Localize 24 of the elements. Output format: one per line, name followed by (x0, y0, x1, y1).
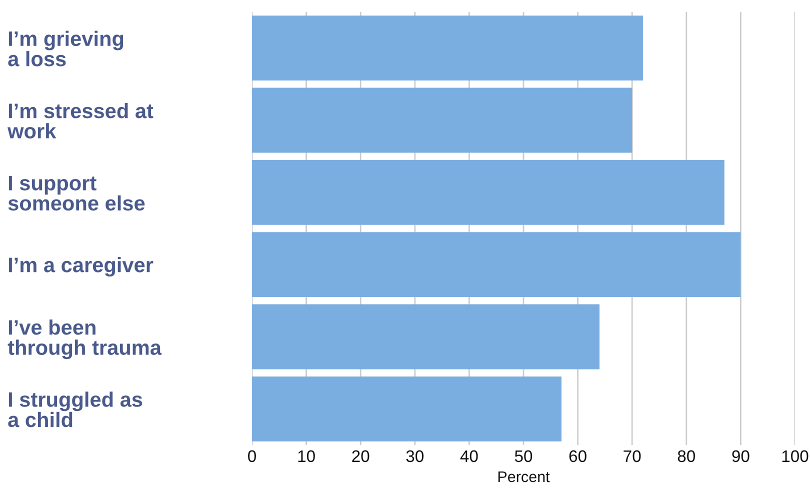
y-tick-label: I’m stressed at work (7, 102, 154, 138)
x-tick-label: 100 (782, 450, 808, 462)
x-tick-label: 40 (460, 450, 478, 462)
x-tick-label: 10 (298, 450, 315, 462)
x-tick-label: 30 (406, 450, 424, 462)
bar (252, 16, 643, 81)
bar (252, 376, 562, 442)
bar (252, 232, 741, 298)
bar (252, 304, 600, 370)
x-tick-label: 70 (624, 450, 641, 462)
x-tick-label: 60 (569, 450, 586, 462)
y-tick-label: I struggled as a child (8, 392, 142, 428)
bar (252, 88, 632, 153)
x-tick-label: 0 (248, 450, 256, 462)
x-tick-label: 20 (352, 450, 370, 462)
y-tick-label: I support someone else (8, 176, 145, 211)
x-axis-title: Percent (498, 472, 550, 482)
x-tick-label: 90 (732, 450, 750, 462)
bar (252, 160, 724, 225)
x-tick-label: 50 (514, 450, 532, 462)
y-tick-label: I’m grieving a loss (8, 30, 124, 66)
x-tick-label: 80 (678, 450, 696, 462)
y-tick-label: I’m a caregiver (8, 257, 154, 277)
y-tick-label: I’ve been through trauma (8, 319, 162, 360)
